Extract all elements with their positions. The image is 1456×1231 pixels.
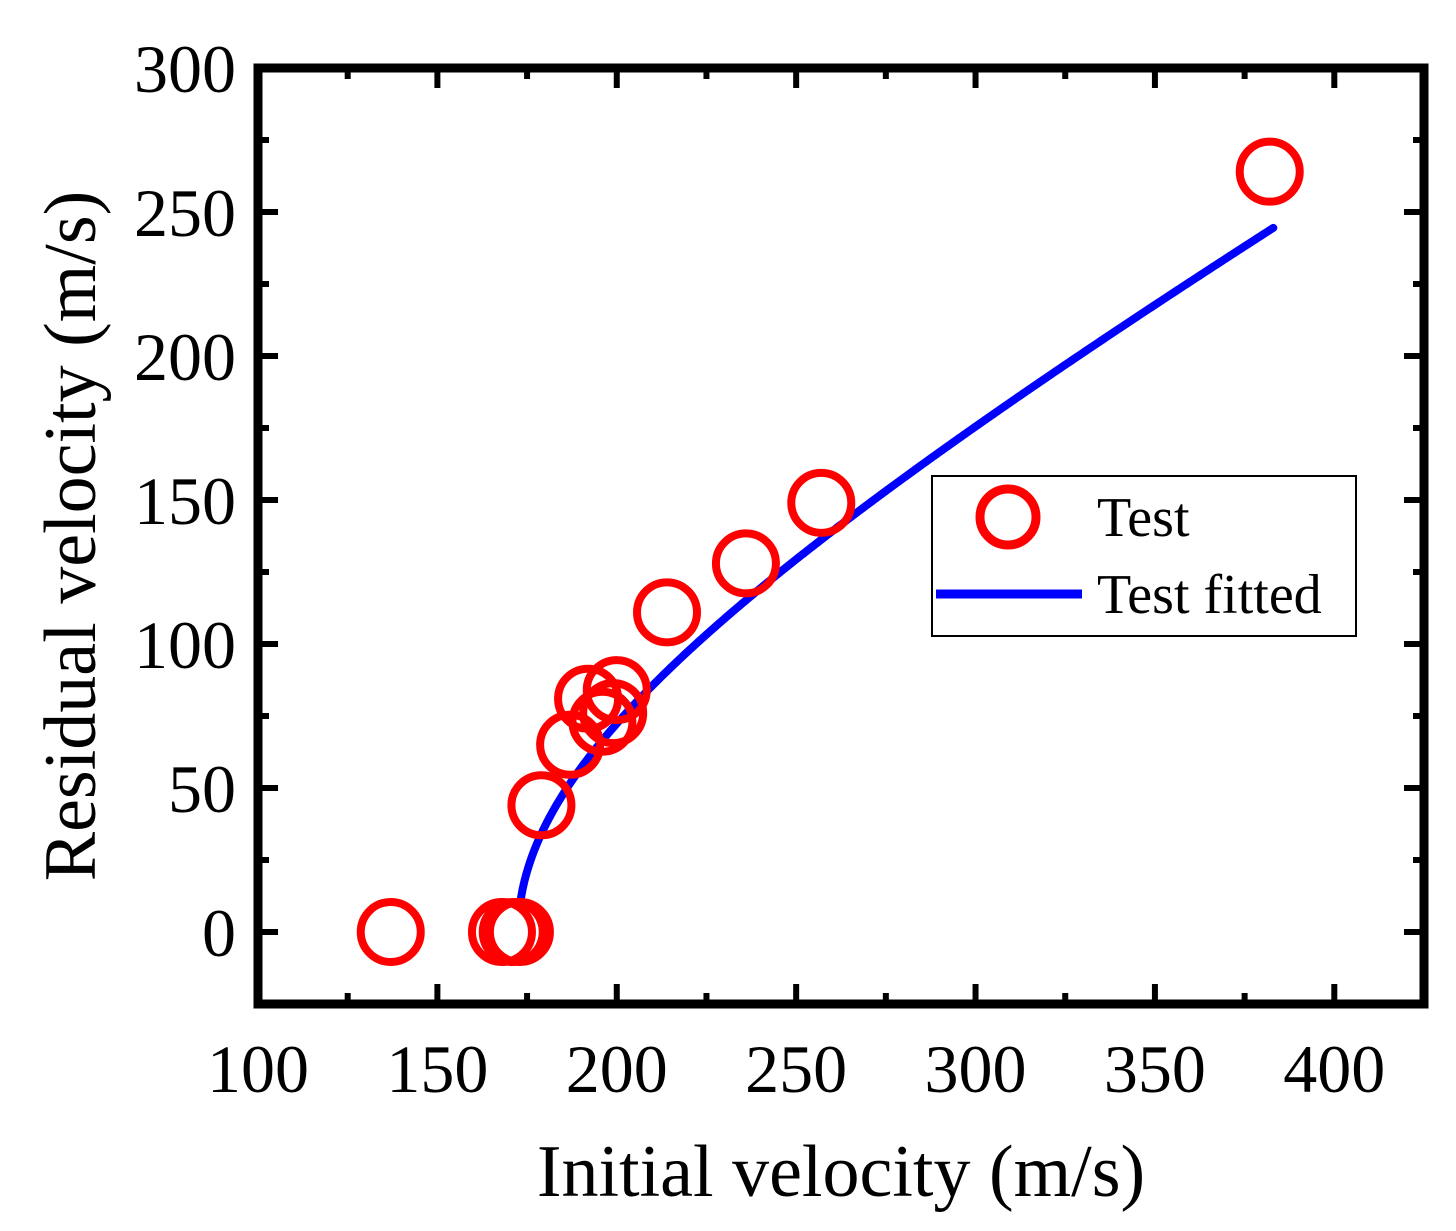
x-tick-label: 400: [1283, 1031, 1385, 1107]
data-point: [787, 468, 856, 537]
legend-label-fitted: Test fitted: [1097, 564, 1322, 626]
data-point: [1235, 137, 1304, 206]
x-tick-label: 150: [386, 1031, 488, 1107]
data-point: [582, 656, 651, 725]
points-layer: [356, 137, 1304, 966]
x-tick-labels: 100 150 200 250 300 350 400: [207, 1031, 1385, 1107]
y-tick-label: 100: [134, 607, 236, 683]
data-point: [568, 687, 637, 756]
y-tick-label: 50: [168, 751, 236, 827]
x-tick-label: 100: [207, 1031, 309, 1107]
data-point: [507, 771, 576, 840]
data-point: [711, 529, 780, 598]
data-point: [356, 898, 425, 966]
legend-box: [931, 475, 1357, 637]
y-tick-label: 200: [134, 319, 236, 395]
y-tick-label: 0: [202, 895, 236, 971]
legend-marker-test: [975, 484, 1041, 550]
x-tick-label: 200: [566, 1031, 668, 1107]
y-tick-label: 300: [134, 31, 236, 107]
y-tick-label: 250: [134, 175, 236, 251]
legend-label-test: Test: [1097, 487, 1190, 549]
y-tick-label: 150: [134, 463, 236, 539]
y-tick-labels: 0 50 100 150 200 250 300: [134, 31, 236, 971]
plot-frame: [253, 63, 1429, 1009]
data-point: [485, 898, 554, 966]
data-point: [632, 578, 701, 647]
legend: Test Test fitted: [931, 475, 1357, 637]
x-tick-label: 300: [925, 1031, 1027, 1107]
x-tick-label: 250: [745, 1031, 847, 1107]
x-tick-label: 350: [1104, 1031, 1206, 1107]
x-axis-title: Initial velocity (m/s): [537, 1131, 1145, 1213]
data-point: [579, 679, 648, 748]
y-axis-title: Residual velocity (m/s): [30, 191, 112, 882]
